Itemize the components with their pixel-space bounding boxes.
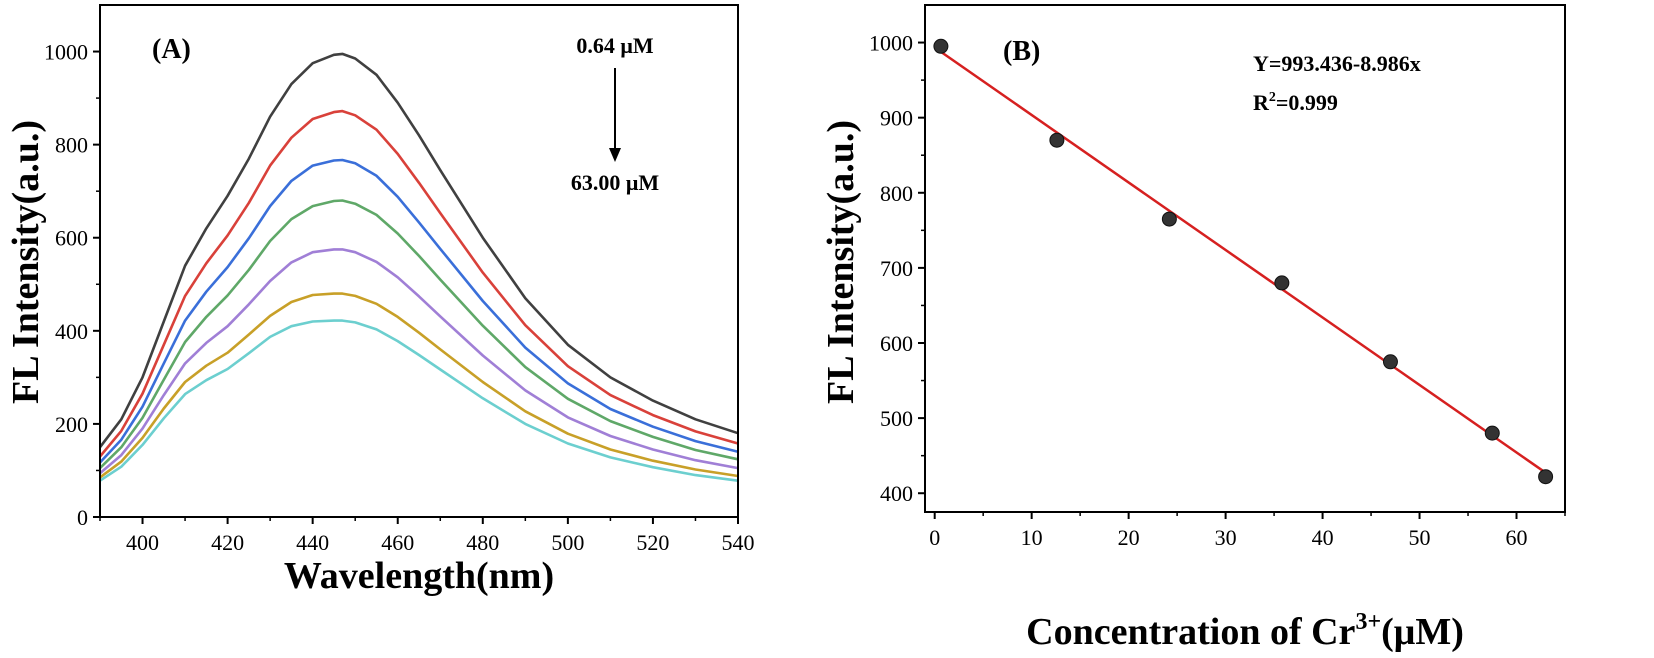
panel-b-point-5 (1382, 354, 1398, 370)
panel-b-x-tick-label: 40 (1312, 525, 1334, 550)
x-title-superscript: 3+ (1355, 609, 1381, 635)
panel-b-equation: Y=993.436-8.986x (1253, 51, 1421, 76)
panel-b-chart: 0 10 20 30 40 50 60 400 500 600 700 800 900 1000 (B)… (820, 4, 1566, 653)
panel-a-y-tick-label: 1000 (44, 40, 88, 65)
panel-a-y-tick-label: 600 (55, 226, 88, 251)
panel-a-y-tick-label: 0 (77, 505, 88, 530)
panel-a-x-tick-label: 460 (381, 530, 414, 555)
panel-b-point-2 (1049, 132, 1065, 148)
panel-b-point-4 (1274, 275, 1290, 291)
panel-b-x-tick-label: 10 (1021, 525, 1043, 550)
panel-a-series-1 (98, 52, 739, 448)
x-title-suffix: (μM) (1381, 611, 1464, 653)
panel-a-x-tick-label: 400 (126, 530, 159, 555)
r2-suffix: =0.999 (1276, 90, 1338, 115)
panel-a-arrow-head (609, 148, 621, 162)
x-title-main: Concentration of Cr (1026, 611, 1355, 653)
panel-b-x-axis-title: Concentration of Cr3+(μM) (1026, 609, 1464, 653)
panel-b-points-group (933, 38, 1554, 485)
panel-a-annotation-top: 0.64 μM (576, 33, 653, 58)
panel-a-y-tick-label: 200 (55, 412, 88, 437)
r2-superscript: 2 (1269, 90, 1276, 105)
panel-b-x-tick-label: 30 (1215, 525, 1237, 550)
panel-a-chart: 400 420 440 460 480 500 520 540 0 200 400 600 800 10… (5, 4, 755, 597)
panel-b-y-tick-label: 500 (880, 406, 913, 431)
panel-b-plot-frame (924, 4, 1566, 513)
panel-b-x-tick-label: 20 (1118, 525, 1140, 550)
panel-a-series-3 (99, 158, 739, 464)
panel-b-label: (B) (1003, 36, 1040, 67)
panel-a-series-5 (99, 248, 739, 475)
panel-b-x-tick-label: 50 (1409, 525, 1431, 550)
panel-a-series-7 (99, 319, 739, 482)
panel-a-series-2 (99, 109, 739, 458)
panel-b-x-tick-label: 0 (929, 525, 940, 550)
panel-b-r-squared: R2=0.999 (1253, 90, 1338, 115)
panel-a-x-tick-label: 480 (466, 530, 499, 555)
panel-a-x-tick-label: 540 (722, 530, 755, 555)
panel-b-y-ticks: 400 500 600 700 800 900 1000 (869, 31, 925, 506)
panel-a-y-tick-label: 400 (55, 319, 88, 344)
panel-a-x-tick-label: 440 (296, 530, 329, 555)
panel-a-series-6 (99, 292, 739, 479)
panel-a-y-tick-label: 800 (55, 133, 88, 158)
panel-a-x-axis-title: Wavelength(nm) (284, 555, 554, 597)
panel-b-y-tick-label: 1000 (869, 31, 913, 56)
panel-a-annotation-bottom: 63.00 μM (571, 170, 659, 195)
panel-b-y-tick-label: 800 (880, 181, 913, 206)
panel-a-x-tick-label: 500 (551, 530, 584, 555)
panel-b-point-7 (1538, 469, 1554, 485)
panel-b-x-tick-label: 60 (1506, 525, 1528, 550)
panel-a-x-tick-label: 420 (211, 530, 244, 555)
panel-a-label: (A) (152, 34, 191, 65)
panel-b-point-1 (933, 38, 949, 54)
r2-prefix: R (1253, 90, 1270, 115)
panel-a-plot-frame (99, 4, 739, 518)
panel-a-series-group (98, 52, 739, 482)
panel-b-y-tick-label: 600 (880, 331, 913, 356)
panel-a-x-tick-label: 520 (636, 530, 669, 555)
panel-b-y-axis-title: FL Intensity(a.u.) (820, 120, 862, 404)
panel-b-x-ticks: 0 10 20 30 40 50 60 (929, 512, 1566, 550)
panel-b-point-3 (1161, 211, 1177, 227)
panel-a-y-ticks: 0 200 400 600 800 1000 (44, 40, 100, 530)
panel-b-point-6 (1484, 425, 1500, 441)
panel-b-y-tick-label: 900 (880, 106, 913, 131)
panel-b-y-tick-label: 700 (880, 256, 913, 281)
panel-a-y-axis-title: FL Intensity(a.u.) (5, 120, 47, 404)
panel-b-y-tick-label: 400 (880, 481, 913, 506)
panel-b-fit-line (933, 46, 1547, 474)
panel-a-x-ticks: 400 420 440 460 480 500 520 540 (99, 517, 755, 555)
panel-a-series-4 (99, 199, 739, 470)
